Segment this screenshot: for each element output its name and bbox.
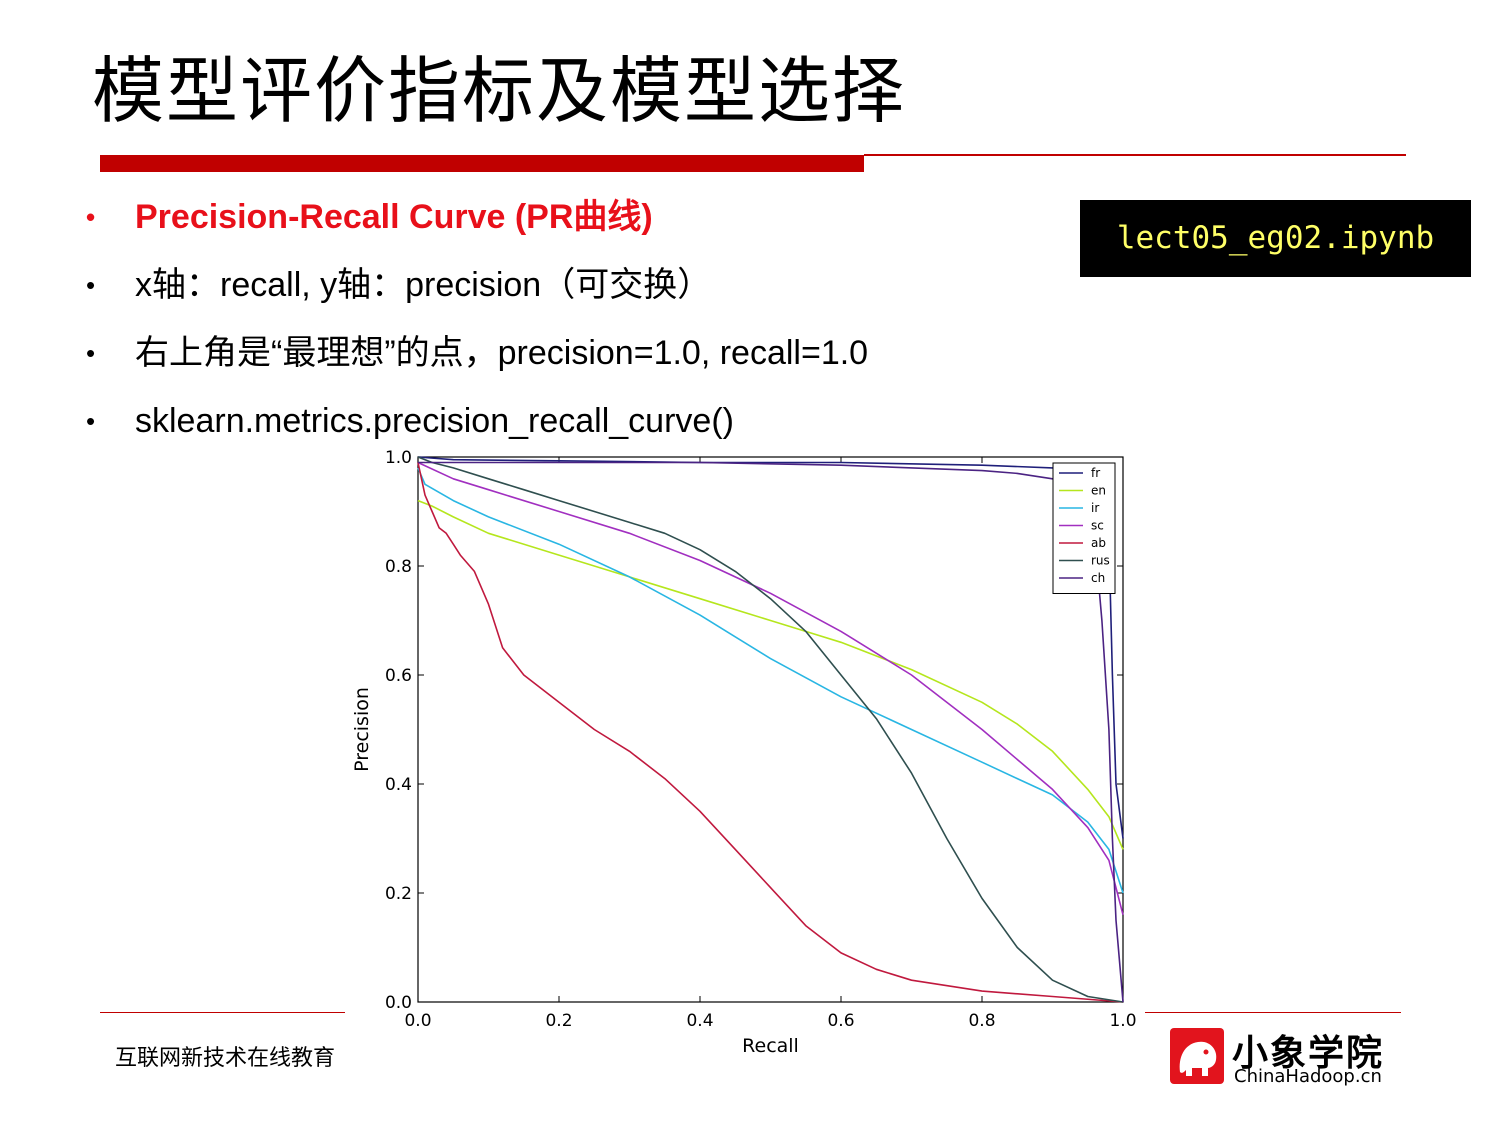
y-tick-label: 0.8: [385, 557, 412, 577]
legend-label-ab: ab: [1091, 536, 1106, 550]
notebook-file-badge: lect05_eg02.ipynb: [1080, 200, 1471, 277]
x-tick-label: 0.0: [404, 1011, 431, 1031]
logo-text-cn: 小象学院: [1232, 1033, 1385, 1074]
legend-label-sc: sc: [1091, 519, 1104, 533]
bullet-text: sklearn.metrics.precision_recall_curve(): [135, 402, 734, 440]
series-line-ir: [417, 467, 1124, 894]
bullet-text: 右上角是“最理想”的点，precision=1.0, recall=1.0: [135, 334, 869, 372]
footer-line-left: [100, 1012, 350, 1013]
y-tick-label: 0.2: [385, 884, 412, 904]
x-axis-label: Recall: [742, 1035, 799, 1057]
series-line-rus: [417, 456, 1124, 1003]
pr-curve-chart: 0.0 0.2 0.4 0.6 0.8 1.0 0.0 0.2 0.4 0.6 0.8 1.0 Reca…: [345, 448, 1145, 1070]
series-line-ab: [417, 462, 1124, 1003]
x-tick-label: 0.2: [545, 1011, 572, 1031]
y-tick-label: 0.4: [385, 775, 412, 795]
series-line-fr: [417, 456, 1124, 839]
footer-text: 互联网新技术在线教育: [115, 1046, 336, 1071]
y-axis-label: Precision: [351, 687, 373, 772]
bullet-text: Precision-Recall Curve (PR曲线): [135, 198, 653, 236]
x-tick-label: 0.8: [968, 1011, 995, 1031]
x-tick-label: 0.4: [686, 1011, 713, 1031]
bullet-marker: •: [86, 270, 96, 300]
logo-text-en: ChinaHadoop.cn: [1234, 1066, 1382, 1087]
legend-label-en: en: [1091, 484, 1106, 498]
x-tick-label: 1.0: [1109, 1011, 1136, 1031]
bullet-text: x轴：recall, y轴：precision（可交换）: [135, 266, 712, 304]
legend-label-fr: fr: [1091, 466, 1100, 480]
y-tick-label: 0.6: [385, 666, 412, 686]
elephant-logo-icon: [1170, 1028, 1224, 1084]
slide-title: 模型评价指标及模型选择: [92, 49, 907, 133]
legend-label-rus: rus: [1091, 554, 1110, 568]
footer-line-right: [1145, 1012, 1401, 1013]
pr-curve-svg: 0.0 0.2 0.4 0.6 0.8 1.0 0.0 0.2 0.4 0.6 0.8 1.0 Reca…: [351, 448, 1137, 1057]
series-line-sc: [417, 461, 1124, 916]
bullet-marker: •: [86, 202, 96, 232]
brand-logo: 小象学院 ChinaHadoop.cn: [1170, 1028, 1400, 1088]
bullet-marker: •: [86, 338, 96, 368]
y-tick-label: 1.0: [385, 450, 412, 468]
plot-frame: [417, 456, 1124, 1003]
legend-label-ir: ir: [1091, 501, 1099, 515]
legend-label-ch: ch: [1091, 571, 1105, 585]
legend-box: [1052, 462, 1116, 594]
bullet-marker: •: [86, 406, 96, 436]
title-underline-thick: [100, 155, 864, 172]
title-underline-thin: [864, 154, 1406, 156]
y-tick-label: 0.0: [385, 993, 412, 1013]
x-tick-label: 0.6: [827, 1011, 854, 1031]
